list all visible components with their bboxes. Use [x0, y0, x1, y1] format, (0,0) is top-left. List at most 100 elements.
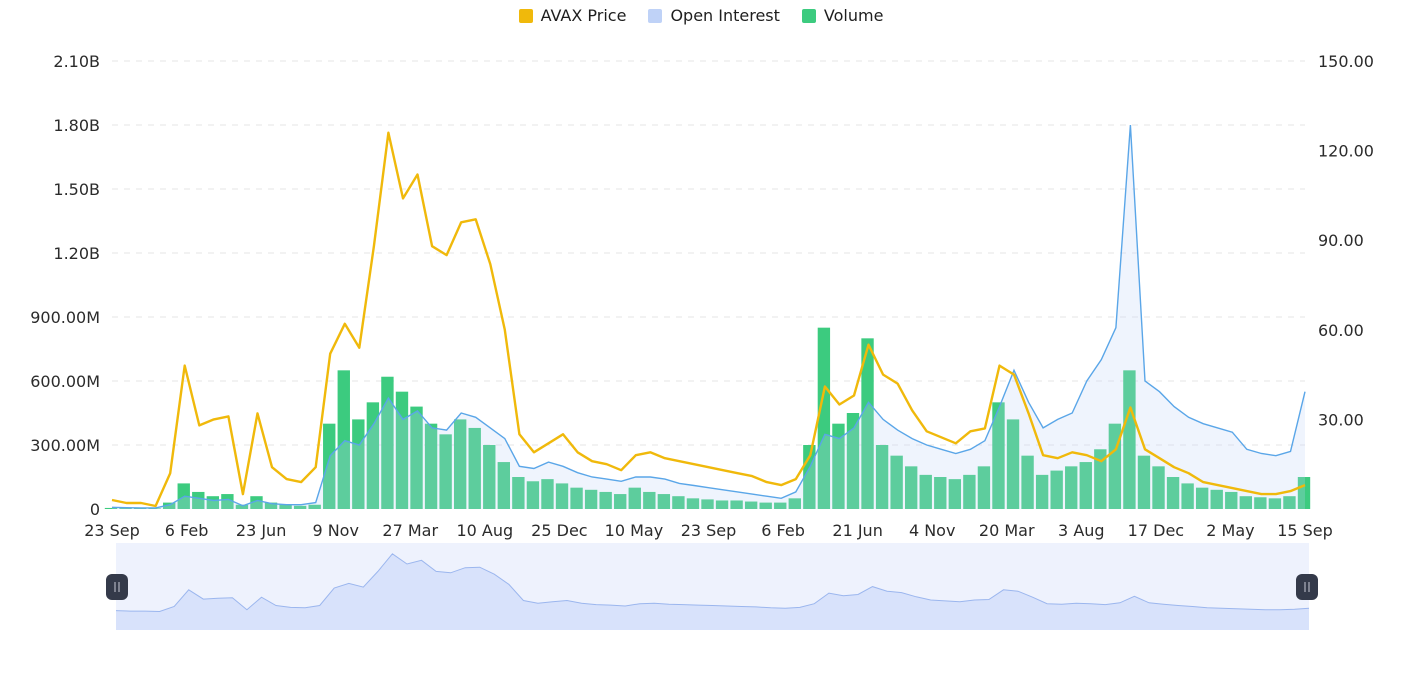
volume-bar — [1195, 487, 1209, 509]
x-tick-label: 17 Dec — [1128, 521, 1184, 540]
volume-bar — [133, 508, 147, 509]
left-tick-label: 600.00M — [30, 372, 100, 391]
volume-bar — [730, 500, 743, 509]
volume-bar — [934, 477, 947, 509]
volume-bar — [512, 477, 525, 509]
volume-bar — [774, 502, 787, 509]
volume-bar — [657, 494, 671, 509]
volume-bar — [1268, 498, 1282, 509]
volume-bar — [264, 502, 278, 509]
volume-bar — [744, 501, 758, 509]
grip-icon — [1296, 574, 1318, 600]
navigator-left-handle[interactable] — [106, 574, 128, 600]
volume-bar — [715, 500, 729, 509]
volume-bar — [614, 494, 627, 509]
volume-bar — [701, 499, 714, 509]
volume-bar — [497, 462, 511, 509]
legend-item-open-interest[interactable]: Open Interest — [648, 6, 780, 25]
volume-bar — [584, 489, 598, 509]
x-tick-label: 6 Feb — [165, 521, 209, 540]
x-tick-label: 27 Mar — [382, 521, 438, 540]
volume-bar — [1006, 419, 1020, 509]
volume-bar — [1094, 449, 1107, 509]
legend-label-avax-price: AVAX Price — [540, 6, 627, 25]
volume-bar — [1166, 477, 1180, 509]
x-tick-label: 4 Nov — [909, 521, 956, 540]
volume-bar — [323, 423, 336, 509]
legend-label-volume: Volume — [823, 6, 884, 25]
legend-swatch-avax-price — [518, 8, 533, 23]
volume-bar — [1035, 474, 1049, 509]
right-tick-label: 120.00 — [1318, 142, 1374, 161]
volume-bar — [861, 338, 874, 509]
volume-bar — [759, 502, 772, 509]
volume-bar — [221, 494, 234, 509]
volume-bar — [163, 502, 176, 509]
volume-bar — [119, 508, 132, 509]
range-navigator[interactable] — [106, 543, 1318, 630]
volume-bar — [1254, 497, 1267, 509]
volume-bar — [817, 327, 831, 509]
right-axis-ticks: 30.00 60.00 90.00 120.00 150.00 — [1318, 52, 1374, 429]
left-tick-label: 1.20B — [53, 244, 100, 263]
volume-bar — [788, 498, 801, 509]
x-tick-label: 23 Sep — [681, 521, 737, 540]
volume-bar — [453, 419, 467, 509]
volume-bar — [643, 491, 656, 509]
right-tick-label: 30.00 — [1318, 410, 1364, 429]
x-tick-label: 23 Sep — [84, 521, 140, 540]
plot-area[interactable] — [104, 124, 1311, 509]
volume-bar — [483, 445, 496, 509]
right-tick-label: 150.00 — [1318, 52, 1374, 71]
volume-bar — [279, 504, 292, 509]
volume-bar — [875, 445, 889, 509]
right-tick-label: 60.00 — [1318, 321, 1364, 340]
volume-bar — [977, 466, 991, 509]
x-tick-label: 15 Sep — [1277, 521, 1333, 540]
volume-bar — [148, 508, 161, 509]
x-tick-label: 10 May — [605, 521, 664, 540]
x-tick-label: 25 Dec — [531, 521, 587, 540]
volume-bar — [904, 466, 918, 509]
volume-bar — [628, 487, 641, 509]
volume-bar — [1239, 496, 1252, 509]
chart-legend: AVAX Price Open Interest Volume — [0, 6, 1402, 25]
volume-bar — [963, 474, 976, 509]
volume-bar — [424, 423, 438, 509]
volume-bar — [337, 370, 350, 509]
x-tick-label: 10 Aug — [456, 521, 513, 540]
volume-bar — [1225, 491, 1238, 509]
volume-bar — [570, 487, 583, 509]
navigator-right-handle[interactable] — [1296, 574, 1318, 600]
right-tick-label: 90.00 — [1318, 231, 1364, 250]
volume-bar — [104, 507, 118, 509]
volume-bar — [672, 496, 685, 509]
legend-item-avax-price[interactable]: AVAX Price — [518, 6, 627, 25]
navigator-line — [115, 553, 1310, 613]
volume-bar — [1181, 483, 1194, 509]
left-axis-ticks: 0 300.00M 600.00M 900.00M 1.20B 1.50B 1.80B 2.1… — [30, 52, 100, 519]
volume-bar — [308, 504, 321, 509]
volume-bar — [526, 481, 540, 509]
volume-bar — [250, 496, 263, 509]
volume-bar — [948, 479, 962, 509]
volume-bar — [919, 474, 932, 509]
volume-bar — [599, 491, 612, 509]
volume-bar — [1021, 455, 1034, 509]
volume-bar — [686, 498, 700, 509]
x-tick-label: 3 Aug — [1058, 521, 1105, 540]
left-tick-label: 1.80B — [53, 116, 100, 135]
volume-bar — [1065, 466, 1078, 509]
legend-item-volume[interactable]: Volume — [801, 6, 884, 25]
x-tick-label: 21 Jun — [832, 521, 882, 540]
volume-bar — [541, 479, 554, 509]
volume-bar — [1137, 455, 1151, 509]
x-axis-ticks: 23 Sep 6 Feb 23 Jun 9 Nov 27 Mar 10 Aug 25 Dec… — [84, 521, 1333, 540]
x-tick-label: 23 Jun — [236, 521, 286, 540]
avax-price-line — [111, 131, 1306, 508]
volume-bar — [555, 483, 569, 509]
x-tick-label: 2 May — [1206, 521, 1254, 540]
volume-bar — [1123, 370, 1136, 509]
volume-bar — [1152, 466, 1165, 509]
